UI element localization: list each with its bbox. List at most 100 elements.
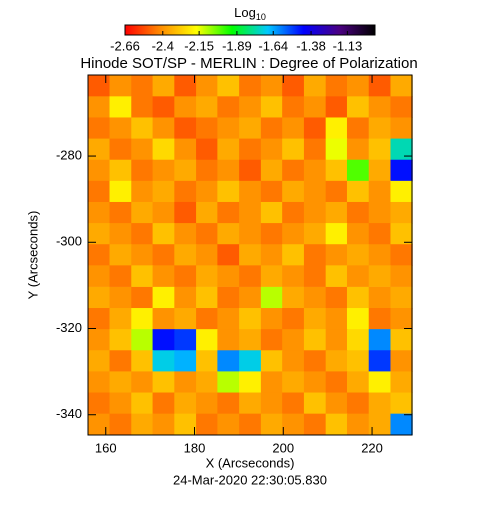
heatmap-cell bbox=[325, 138, 348, 161]
heatmap-cell bbox=[217, 350, 240, 372]
y-tick-label: -280 bbox=[56, 147, 82, 162]
heatmap-cell bbox=[303, 392, 327, 415]
colorbar-tick-label: -1.64 bbox=[258, 38, 288, 53]
heatmap-cell bbox=[131, 75, 154, 97]
heatmap-cell bbox=[174, 75, 197, 97]
colorbar-tick-label: -2.66 bbox=[110, 38, 140, 53]
heatmap-cell bbox=[282, 117, 305, 140]
heatmap-cell bbox=[87, 350, 111, 372]
heatmap-cell bbox=[174, 371, 197, 394]
heatmap-cell bbox=[152, 180, 175, 203]
heatmap-cell bbox=[152, 413, 175, 436]
heatmap-cell bbox=[87, 159, 111, 182]
heatmap-cell bbox=[217, 201, 240, 224]
heatmap-cell bbox=[109, 117, 132, 140]
heatmap-cell bbox=[260, 138, 284, 161]
heatmap-cell bbox=[87, 265, 111, 287]
heatmap-cell bbox=[131, 96, 154, 118]
heatmap-cell bbox=[325, 159, 348, 182]
heatmap-cell bbox=[260, 286, 284, 309]
heatmap-cell bbox=[196, 117, 219, 140]
footer: 24-Mar-2020 22:30:05.830 bbox=[173, 472, 327, 487]
heatmap-cell bbox=[325, 201, 348, 224]
heatmap-cell bbox=[303, 96, 327, 118]
heatmap-cell bbox=[346, 308, 370, 330]
heatmap-cell bbox=[239, 286, 262, 309]
heatmap-cell bbox=[325, 244, 348, 266]
heatmap-cell bbox=[303, 308, 327, 330]
heatmap-cell bbox=[152, 75, 175, 97]
heatmap-cell bbox=[346, 96, 370, 118]
heatmap-cell bbox=[346, 244, 370, 266]
heatmap-cell bbox=[325, 392, 348, 415]
heatmap-cell bbox=[217, 223, 240, 245]
heatmap-cell bbox=[109, 75, 132, 97]
heatmap-cell bbox=[346, 392, 370, 415]
heatmap-cell bbox=[152, 308, 175, 330]
heatmap-cell bbox=[239, 96, 262, 118]
heatmap-cell bbox=[239, 159, 262, 182]
x-tick-label: 200 bbox=[272, 440, 294, 455]
heatmap-cell bbox=[303, 350, 327, 372]
heatmap-cell bbox=[368, 371, 391, 394]
heatmap-cell bbox=[152, 329, 175, 351]
heatmap-cell bbox=[390, 223, 413, 245]
heatmap-cell bbox=[152, 265, 175, 287]
heatmap-cell bbox=[131, 138, 154, 161]
heatmap-cell bbox=[282, 75, 305, 97]
heatmap-cell bbox=[260, 159, 284, 182]
heatmap-cell bbox=[260, 223, 284, 245]
heatmap-cell bbox=[282, 371, 305, 394]
heatmap-cell bbox=[368, 413, 391, 436]
heatmap-cell bbox=[282, 138, 305, 161]
heatmap-cell bbox=[260, 244, 284, 266]
heatmap-cell bbox=[87, 329, 111, 351]
heatmap-cell bbox=[346, 201, 370, 224]
heatmap-cell bbox=[368, 138, 391, 161]
heatmap-cell bbox=[303, 138, 327, 161]
heatmap-cell bbox=[325, 180, 348, 203]
heatmap-cell bbox=[325, 75, 348, 97]
heatmap-cell bbox=[368, 329, 391, 351]
heatmap-cell bbox=[368, 392, 391, 415]
heatmap-cell bbox=[174, 201, 197, 224]
heatmap-cell bbox=[325, 286, 348, 309]
colorbar bbox=[124, 24, 376, 36]
x-tick-label: 180 bbox=[184, 440, 206, 455]
heatmap-cell bbox=[368, 308, 391, 330]
heatmap-cell bbox=[303, 286, 327, 309]
heatmap-cell bbox=[87, 180, 111, 203]
heatmap-cell bbox=[87, 286, 111, 309]
heatmap-cell bbox=[303, 201, 327, 224]
heatmap-cell bbox=[109, 223, 132, 245]
heatmap-cell bbox=[390, 392, 413, 415]
heatmap-cell bbox=[390, 201, 413, 224]
heatmap-cell bbox=[217, 329, 240, 351]
heatmap-cell bbox=[390, 286, 413, 309]
heatmap-cell bbox=[390, 329, 413, 351]
heatmap-cell bbox=[87, 308, 111, 330]
heatmap-cell bbox=[260, 201, 284, 224]
heatmap-cell bbox=[346, 265, 370, 287]
heatmap-cell bbox=[174, 286, 197, 309]
heatmap-cell bbox=[390, 413, 413, 436]
y-tick-label: -340 bbox=[56, 406, 82, 421]
heatmap-cell bbox=[174, 96, 197, 118]
heatmap-cell bbox=[390, 117, 413, 140]
heatmap-cell bbox=[87, 413, 111, 436]
heatmap-cell bbox=[109, 413, 132, 436]
heatmap-cell bbox=[325, 96, 348, 118]
heatmap-cell bbox=[152, 350, 175, 372]
heatmap-cell bbox=[196, 371, 219, 394]
heatmap-cell bbox=[282, 265, 305, 287]
colorbar-tick-label: -1.13 bbox=[333, 38, 363, 53]
heatmap-cell bbox=[239, 392, 262, 415]
heatmap-cell bbox=[390, 159, 413, 182]
heatmap-cell bbox=[87, 138, 111, 161]
heatmap-cell bbox=[152, 96, 175, 118]
heatmap-cell bbox=[217, 159, 240, 182]
heatmap-cell bbox=[131, 180, 154, 203]
heatmap-cell bbox=[282, 329, 305, 351]
y-tick-label: -320 bbox=[56, 320, 82, 335]
